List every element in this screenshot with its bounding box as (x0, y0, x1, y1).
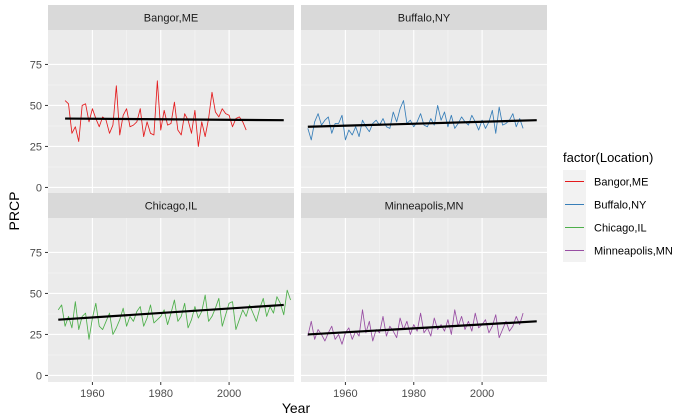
panel-buffalo-ny: Buffalo,NY (301, 5, 547, 194)
x-tick-label: 2000 (470, 388, 494, 400)
y-axis-title: PRCP (6, 192, 22, 231)
legend-item-bangor-me: Bangor,ME (563, 170, 648, 193)
x-axis-title: Year (282, 400, 311, 416)
trend-line-bangor-me (65, 117, 284, 122)
trend-line-buffalo-ny (307, 119, 537, 128)
legend-label: Buffalo,NY (594, 200, 647, 212)
y-tick-label: 25 (30, 141, 42, 153)
x-tick-label: 2000 (217, 388, 241, 400)
legend: factor(Location) Bangor,ME Buffalo,NY Chic… (563, 150, 673, 262)
panel-background-buffalo-ny (301, 30, 547, 194)
x-tick-label: 1960 (333, 388, 357, 400)
panel-background-bangor-me (48, 30, 294, 194)
strip-label-bangor-me: Bangor,ME (144, 13, 198, 25)
panel-background-minneapolis-mn (301, 218, 547, 382)
strip-label-buffalo-ny: Buffalo,NY (398, 13, 451, 25)
y-tick-label: 75 (30, 59, 42, 71)
legend-label: Chicago,IL (594, 223, 647, 235)
strip-chicago-il (48, 193, 294, 218)
x-tick-label: 1960 (80, 388, 104, 400)
y-tick-label: 75 (30, 247, 42, 259)
y-tick-label: 50 (30, 288, 42, 300)
trend-line-minneapolis-mn (307, 320, 537, 336)
legend-item-minneapolis-mn: Minneapolis,MN (563, 239, 673, 262)
panel-bangor-me: Bangor,ME 0 25 50 75 (30, 5, 294, 194)
y-tick-label: 25 (30, 329, 42, 341)
legend-item-buffalo-ny: Buffalo,NY (563, 193, 647, 216)
strip-minneapolis-mn (301, 193, 547, 218)
strip-label-minneapolis-mn: Minneapolis,MN (385, 201, 464, 213)
series-line-chicago-il (57, 289, 291, 340)
strip-label-chicago-il: Chicago,IL (145, 201, 198, 213)
strip-bangor-me (48, 5, 294, 30)
panel-minneapolis-mn: Minneapolis,MN 1960 1980 2000 (301, 193, 547, 400)
legend-item-chicago-il: Chicago,IL (563, 216, 647, 239)
series-line-bangor-me (64, 80, 247, 147)
strip-buffalo-ny (301, 5, 547, 30)
legend-label: Minneapolis,MN (594, 246, 673, 258)
y-tick-label: 50 (30, 100, 42, 112)
trend-line-chicago-il (58, 303, 284, 321)
x-tick-label: 1980 (149, 388, 173, 400)
legend-label: Bangor,ME (594, 177, 648, 189)
x-tick-label: 1980 (402, 388, 426, 400)
y-tick-label: 0 (36, 182, 42, 194)
panel-background-chicago-il (48, 218, 294, 382)
y-tick-label: 0 (36, 370, 42, 382)
panels-layer: Bangor,ME 0 25 50 75 Buffalo,NY Chicago,IL 0 25 5… (30, 5, 547, 400)
legend-title: factor(Location) (563, 150, 653, 165)
panel-chicago-il: Chicago,IL 0 25 50 75 1960 1980 2000 (30, 193, 294, 400)
